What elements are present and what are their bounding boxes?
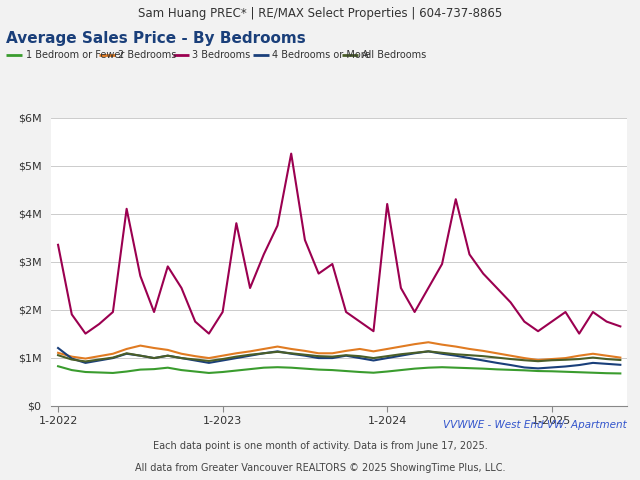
Text: 4 Bedrooms or More: 4 Bedrooms or More <box>272 50 371 60</box>
Text: 2 Bedrooms: 2 Bedrooms <box>118 50 177 60</box>
Text: 3 Bedrooms: 3 Bedrooms <box>192 50 250 60</box>
Text: VVWWE - West End VW: Apartment: VVWWE - West End VW: Apartment <box>444 420 627 430</box>
Text: All data from Greater Vancouver REALTORS © 2025 ShowingTime Plus, LLC.: All data from Greater Vancouver REALTORS… <box>135 463 505 473</box>
Text: All Bedrooms: All Bedrooms <box>362 50 426 60</box>
Text: Each data point is one month of activity. Data is from June 17, 2025.: Each data point is one month of activity… <box>152 442 488 451</box>
Text: Average Sales Price - By Bedrooms: Average Sales Price - By Bedrooms <box>6 31 306 46</box>
Text: 1 Bedroom or Fewer: 1 Bedroom or Fewer <box>26 50 124 60</box>
Text: Sam Huang PREC* | RE/MAX Select Properties | 604-737-8865: Sam Huang PREC* | RE/MAX Select Properti… <box>138 7 502 20</box>
